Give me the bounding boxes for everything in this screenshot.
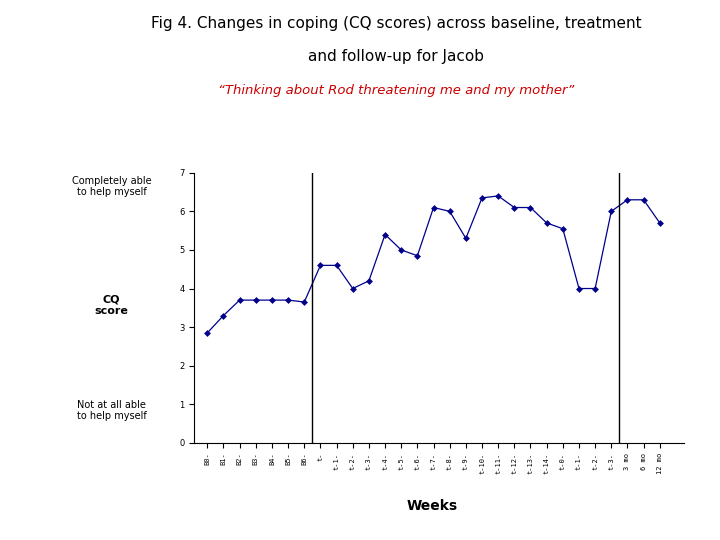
Text: Completely able
to help myself: Completely able to help myself	[72, 176, 151, 197]
Text: Not at all able
to help myself: Not at all able to help myself	[77, 400, 146, 421]
Text: CQ
score: CQ score	[94, 294, 129, 316]
Text: “Thinking about Rod threatening me and my mother”: “Thinking about Rod threatening me and m…	[218, 84, 574, 97]
Text: Weeks: Weeks	[406, 499, 458, 513]
Text: Fig 4. Changes in coping (CQ scores) across baseline, treatment: Fig 4. Changes in coping (CQ scores) acr…	[150, 16, 642, 31]
Text: and follow-up for Jacob: and follow-up for Jacob	[308, 49, 484, 64]
